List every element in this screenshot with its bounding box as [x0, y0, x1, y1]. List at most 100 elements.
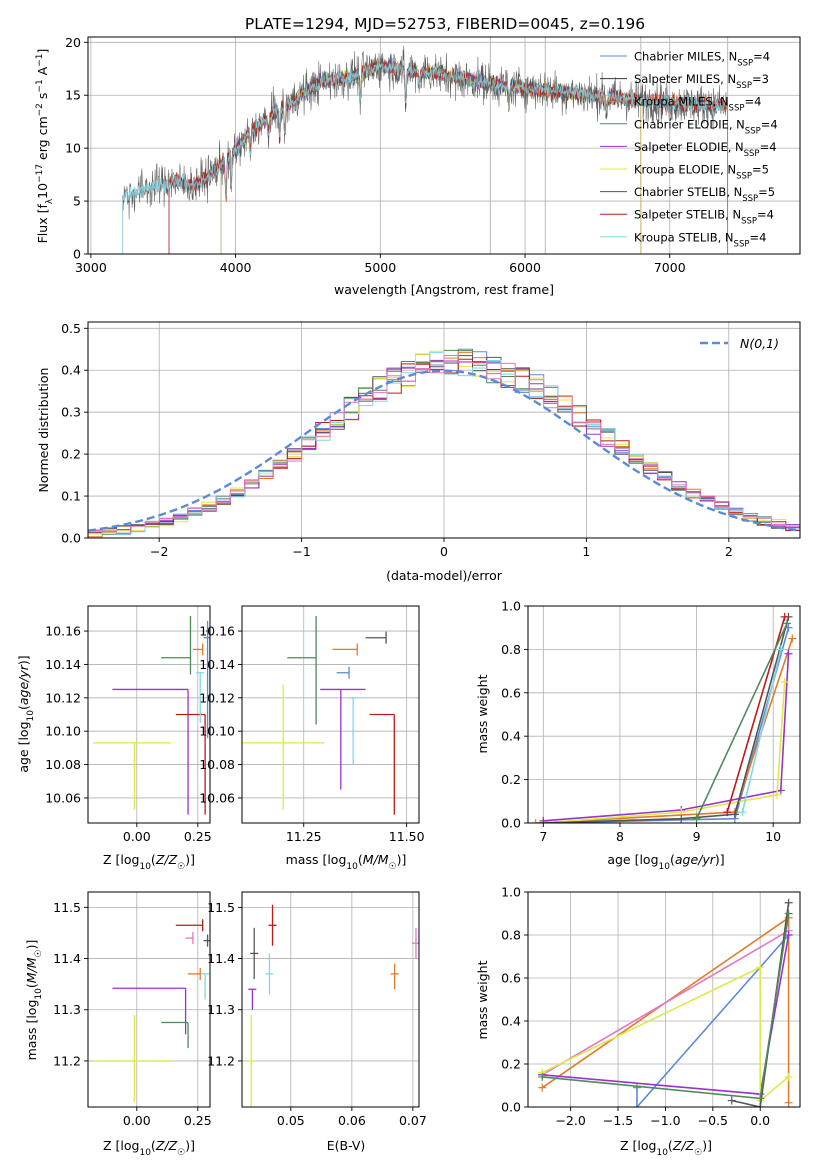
panel-weight_vs_age: 7 8 9 10 0.0 0.2 0.4 0.6 0.8 1.0 age [log10(age/yr… — [475, 599, 801, 872]
legend-label: Chabrier MILES, NSSP=4 — [634, 50, 770, 69]
weight-line — [543, 681, 786, 823]
y-axis-label: Normed distribution — [36, 368, 51, 493]
x-tick-label: 9 — [693, 829, 701, 844]
x-tick-label: 0.05 — [277, 1113, 305, 1128]
y-axis-label: Flux [fλ10−17 erg cm−2 s−1 A−1] — [35, 49, 55, 244]
legend-label: Kroupa MILES, NSSP=4 — [634, 95, 761, 114]
x-tick-label: 7000 — [654, 260, 686, 275]
weight-marker — [784, 898, 793, 907]
weight-marker — [692, 814, 701, 823]
weight-marker — [784, 1072, 793, 1081]
legend-label: Kroupa STELIB, NSSP=4 — [634, 230, 766, 249]
y-tick-label: 15 — [65, 88, 81, 103]
plot-area — [92, 919, 210, 1102]
x-tick-label: 7 — [539, 829, 547, 844]
y-tick-label: 11.4 — [53, 951, 81, 966]
weight-marker — [776, 645, 785, 654]
axes-frame — [87, 605, 211, 824]
x-axis-label: Z [log10(Z/Z☉)] — [103, 1138, 195, 1158]
x-axis-label: (data-model)/error — [386, 568, 503, 583]
figure-title: PLATE=1294, MJD=52753, FIBERID=0045, z=0… — [245, 15, 645, 33]
legend-label: Salpeter STELIB, NSSP=4 — [634, 208, 774, 227]
plot-area — [531, 612, 797, 823]
weight-marker — [788, 634, 797, 643]
weight-line — [543, 653, 790, 822]
weight-marker — [727, 1096, 736, 1105]
axes-frame — [527, 605, 801, 824]
x-tick-label: 0.07 — [399, 1113, 427, 1128]
normal-curve — [88, 369, 800, 532]
x-tick-label: 5000 — [364, 260, 396, 275]
x-tick-label: 10 — [765, 829, 781, 844]
weight-marker — [784, 649, 793, 658]
y-tick-label: 11.3 — [53, 1002, 81, 1017]
grid — [242, 606, 419, 823]
y-tick-label: 0.0 — [501, 816, 521, 831]
y-tick-label: 0.2 — [501, 772, 521, 787]
x-tick-label: 4000 — [220, 260, 252, 275]
y-tick-label: 1.0 — [501, 599, 521, 614]
panel-age_vs_Z: 0.00 0.25 10.06 10.08 10.10 10.12 10.14 10.16 Z … — [16, 605, 212, 872]
weight-marker — [782, 619, 791, 628]
weight-line — [636, 934, 790, 1107]
x-axis-label: age [log10(age/yr)] — [607, 852, 724, 872]
x-tick-label: −0.5 — [698, 1113, 728, 1128]
legend-label: Chabrier STELIB, NSSP=5 — [634, 185, 775, 204]
y-tick-label: 0.4 — [61, 363, 81, 378]
x-tick-label: 8 — [616, 829, 624, 844]
y-tick-label: 11.2 — [207, 1053, 235, 1068]
y-tick-label: 0.2 — [61, 447, 81, 462]
panel-weight_vs_Z: −2.0 −1.5 −1.0 −0.5 0.0 0.0 0.2 0.4 0.6 0.8 1.0 Z [… — [475, 885, 801, 1158]
weight-marker — [780, 677, 789, 686]
y-tick-label: 10.10 — [45, 724, 81, 739]
x-tick-label: 0 — [440, 544, 448, 559]
axes-frame — [87, 891, 211, 1108]
x-axis-label: wavelength [Angstrom, rest frame] — [334, 282, 554, 297]
plot-area — [88, 348, 800, 538]
y-tick-label: 0.0 — [61, 531, 81, 546]
y-tick-label: 0.1 — [61, 489, 81, 504]
x-tick-label: 11.25 — [286, 829, 322, 844]
legend: N(0,1) — [700, 336, 779, 351]
y-axis-label: mass weight — [475, 674, 490, 753]
weight-line — [541, 966, 790, 1103]
axes-frame — [241, 605, 420, 824]
legend-label: N(0,1) — [740, 336, 779, 351]
x-tick-label: 2 — [725, 544, 733, 559]
y-tick-label: 0.8 — [501, 928, 521, 943]
weight-marker — [784, 909, 793, 918]
y-tick-label: 20 — [65, 35, 81, 50]
y-tick-label: 11.2 — [53, 1053, 81, 1068]
spectrum-line — [122, 45, 728, 254]
x-axis-label: mass [log10(M/M☉)] — [286, 852, 407, 872]
y-tick-label: 0.5 — [61, 321, 81, 336]
panel-mass_vs_ebv: 0.05 0.06 0.07 11.2 11.3 11.4 11.5 E(B-V) — [207, 891, 427, 1153]
weight-line — [543, 616, 790, 823]
grid — [528, 891, 800, 1108]
plot-area — [247, 904, 419, 1107]
x-tick-label: 6000 — [509, 260, 541, 275]
legend: Chabrier MILES, NSSP=4 Salpeter MILES, NS… — [600, 50, 778, 249]
legend-label: Chabrier ELODIE, NSSP=4 — [634, 117, 778, 136]
weight-marker — [756, 963, 765, 972]
plot-area — [122, 37, 729, 254]
x-tick-label: 11.50 — [389, 829, 425, 844]
y-axis-label: mass [log10(M/M☉)] — [24, 940, 44, 1061]
grid — [528, 605, 800, 824]
x-axis-label: Z [log10(Z/Z☉)] — [620, 1138, 712, 1158]
axes-frame — [527, 891, 801, 1108]
x-tick-label: 0.06 — [338, 1113, 366, 1128]
y-tick-label: 11.4 — [207, 951, 235, 966]
x-axis-label: Z [log10(Z/Z☉)] — [103, 852, 195, 872]
plot-area — [538, 898, 793, 1107]
weight-marker — [756, 1094, 765, 1103]
x-tick-label: 0.00 — [123, 829, 151, 844]
weight-line — [695, 623, 788, 820]
histogram-step — [88, 352, 800, 538]
y-tick-label: 10.06 — [199, 790, 235, 805]
y-tick-label: 10.06 — [45, 790, 81, 805]
weight-marker — [776, 786, 785, 795]
grid — [88, 606, 210, 823]
y-tick-label: 10.08 — [45, 757, 81, 772]
